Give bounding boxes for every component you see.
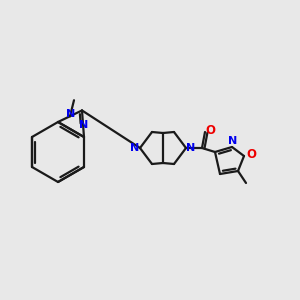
- Text: N: N: [130, 143, 140, 153]
- Text: N: N: [228, 136, 238, 146]
- Text: N: N: [186, 143, 196, 153]
- Text: O: O: [246, 148, 256, 161]
- Text: O: O: [205, 124, 215, 136]
- Text: N: N: [80, 120, 88, 130]
- Text: N: N: [66, 109, 76, 119]
